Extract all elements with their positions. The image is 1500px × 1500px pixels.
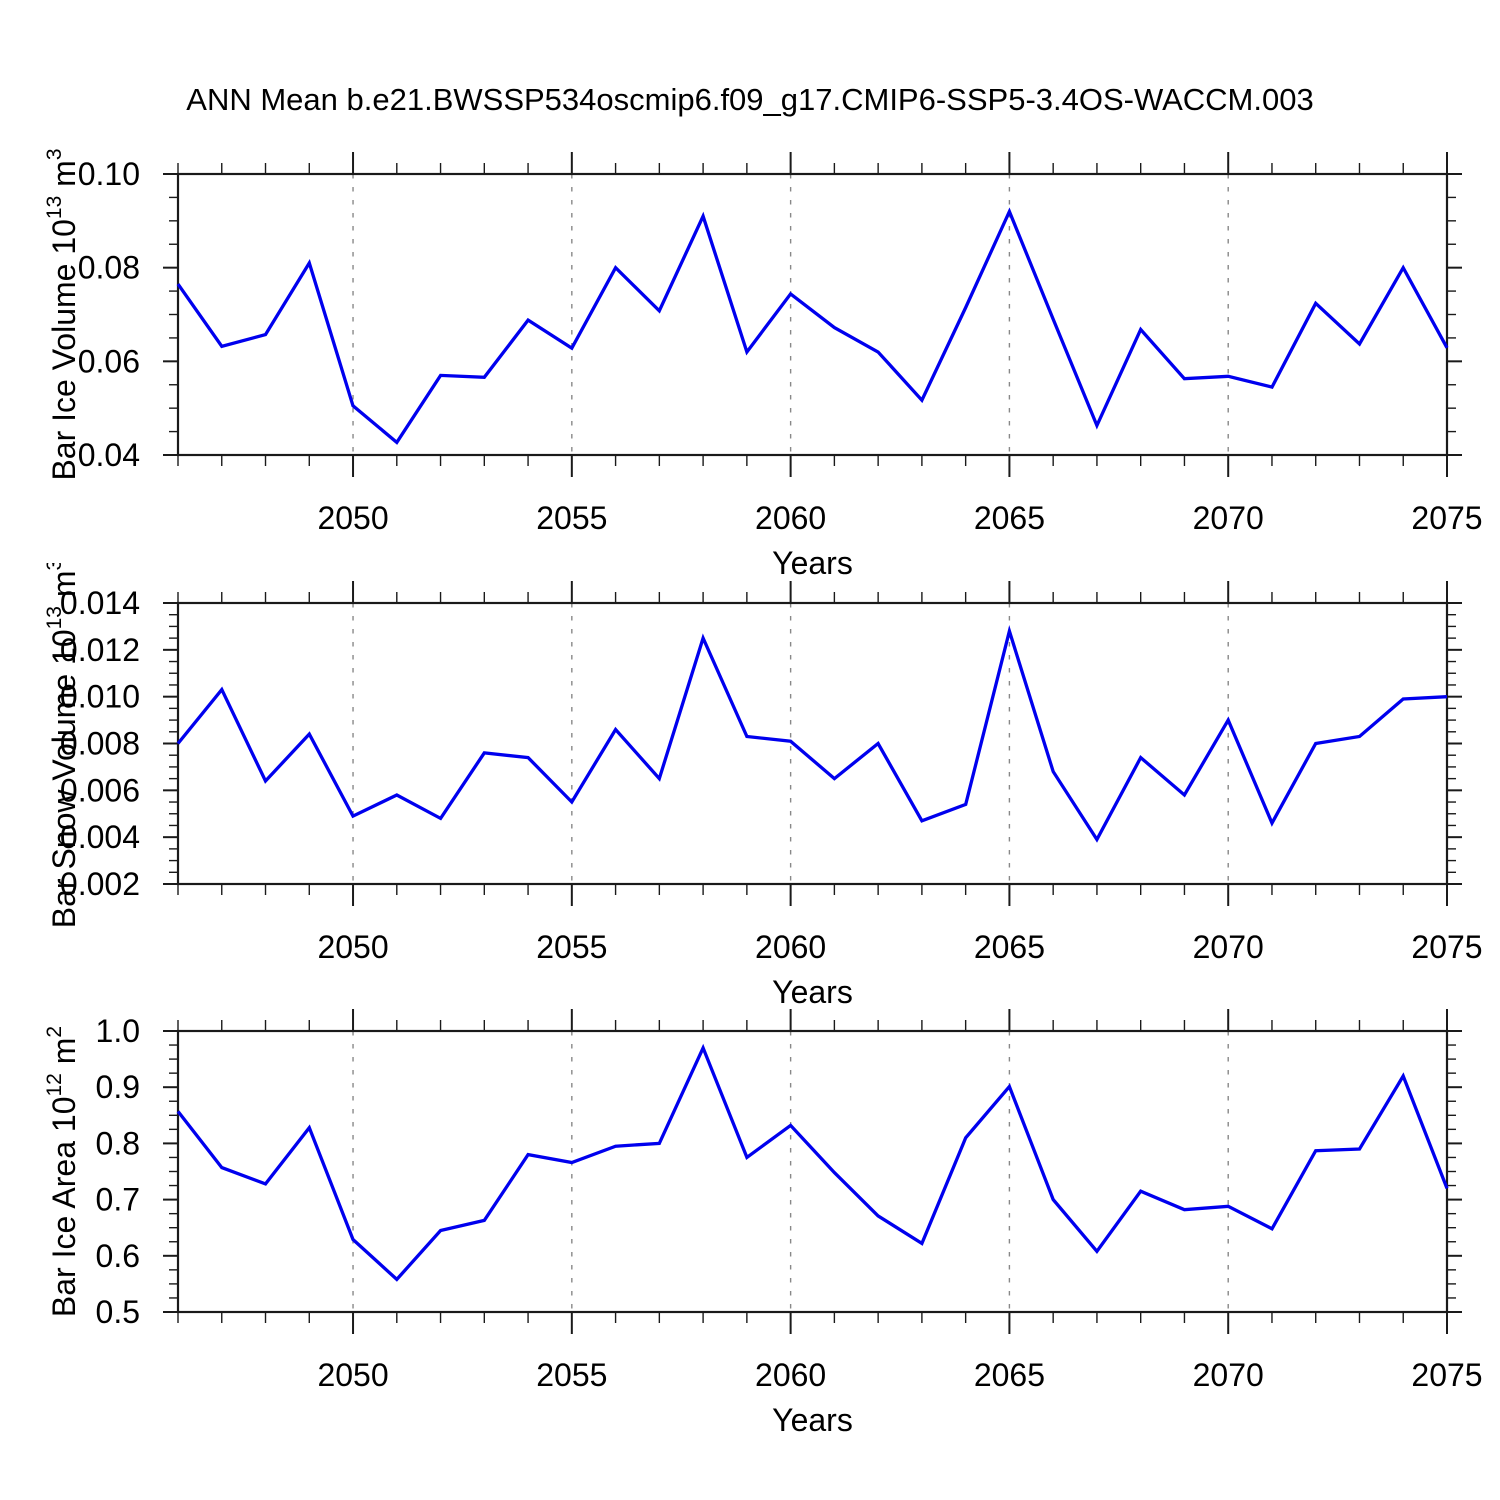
y-tick-label: 0.012 — [60, 632, 140, 668]
x-axis-label: Years — [772, 974, 853, 1010]
bar-snow-volume-chart: 0.002 0.004 0.006 0.008 0.010 0.012 0.014 2050 2… — [43, 563, 1483, 1010]
x-tick-label: 2075 — [1411, 1357, 1482, 1393]
plot-frame — [176, 1029, 1449, 1314]
y-tick-label: 0.9 — [96, 1069, 140, 1105]
x-axis-label: Years — [772, 545, 853, 581]
x-tick-label: 2075 — [1411, 929, 1482, 965]
x-tick-label: 2060 — [755, 1357, 826, 1393]
x-tick-label: 2050 — [317, 929, 388, 965]
y-tick-label: 0.5 — [96, 1294, 140, 1330]
y-tick-label: 0.008 — [60, 726, 140, 762]
x-tick-label: 2065 — [974, 1357, 1045, 1393]
y-tick-label: 1.0 — [96, 1013, 140, 1049]
bar-ice-volume-chart: 0.04 0.06 0.08 0.10 2050 2055 2060 2065 2070 2075… — [43, 148, 1483, 581]
x-tick-label: 2070 — [1193, 929, 1264, 965]
x-tick-label: 2070 — [1193, 500, 1264, 536]
y-tick-label: 0.014 — [60, 585, 140, 621]
y-tick-label: 0.006 — [60, 772, 140, 808]
x-tick-label: 2055 — [536, 500, 607, 536]
x-tick-label: 2050 — [317, 500, 388, 536]
bar-ice-area-chart: 0.5 0.6 0.7 0.8 0.9 1.0 2050 2055 2060 2065 2070 20… — [43, 1009, 1483, 1438]
y-tick-label: 0.10 — [78, 156, 140, 192]
x-tick-label: 2050 — [317, 1357, 388, 1393]
y-tick-label: 0.002 — [60, 866, 140, 902]
bar-ice-area-line — [176, 1043, 1449, 1282]
x-tick-label: 2060 — [755, 929, 826, 965]
y-axis-label: Bar Ice Area 1012 m2 — [43, 1026, 82, 1317]
y-axis-label: Bar Ice Volume 1013 m3 — [43, 148, 82, 480]
y-tick-label: 0.004 — [60, 819, 140, 855]
chart-title: ANN Mean b.e21.BWSSP534oscmip6.f09_g17.C… — [186, 82, 1314, 117]
y-tick-label: 0.08 — [78, 250, 140, 286]
y-tick-label: 0.7 — [96, 1182, 140, 1218]
y-axis-label: Bar Snow Volume 1013 m3 — [43, 563, 82, 928]
plot-frame — [176, 172, 1449, 457]
x-axis-label: Years — [772, 1402, 853, 1438]
x-tick-label: 2065 — [974, 500, 1045, 536]
y-tick-label: 0.06 — [78, 343, 140, 379]
x-tick-label: 2055 — [536, 1357, 607, 1393]
x-tick-label: 2060 — [755, 500, 826, 536]
x-tick-label: 2055 — [536, 929, 607, 965]
y-tick-label: 0.04 — [78, 437, 140, 473]
y-tick-label: 0.6 — [96, 1238, 140, 1274]
plot-frame — [176, 601, 1449, 886]
y-tick-label: 0.8 — [96, 1125, 140, 1161]
bar-snow-volume-line — [176, 625, 1448, 843]
x-tick-label: 2070 — [1193, 1357, 1264, 1393]
bar-ice-volume-line — [176, 207, 1449, 445]
x-tick-label: 2065 — [974, 929, 1045, 965]
x-tick-label: 2075 — [1411, 500, 1482, 536]
y-tick-label: 0.010 — [60, 679, 140, 715]
